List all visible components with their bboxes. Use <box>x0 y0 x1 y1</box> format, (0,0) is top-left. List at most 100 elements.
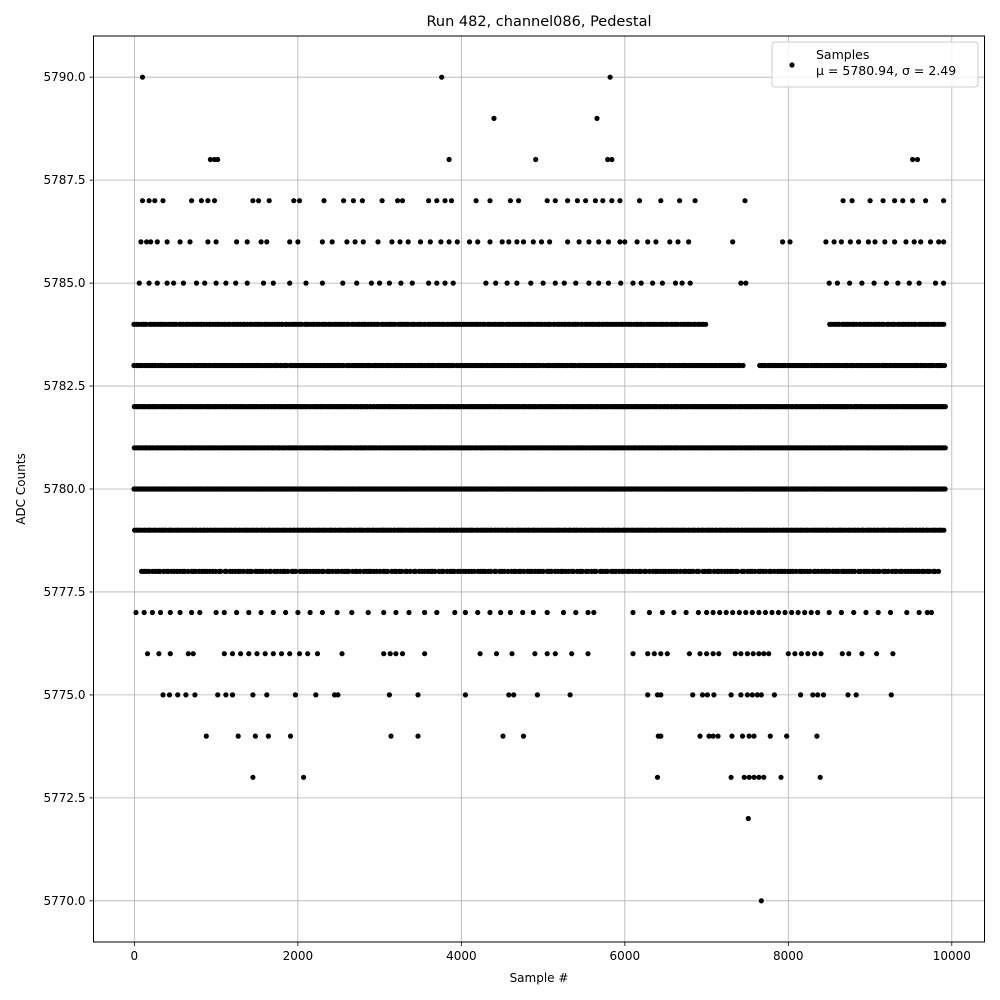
data-point <box>221 609 227 616</box>
data-point <box>192 692 198 698</box>
x-axis-ticks: 0 2000 4000 6000 8000 10000 <box>131 942 971 963</box>
data-point <box>941 321 947 327</box>
data-point <box>213 609 219 616</box>
data-point <box>499 239 505 245</box>
data-point <box>291 198 297 204</box>
data-point <box>339 651 345 657</box>
data-point <box>928 609 935 616</box>
data-point <box>932 280 939 286</box>
data-point <box>446 239 452 245</box>
data-point <box>491 115 497 121</box>
data-point <box>880 198 886 204</box>
y-axis-ticks: 5770.0 5772.5 5775.0 5777.5 5780.0 5782.5 5785… <box>44 70 94 908</box>
data-point <box>258 239 264 245</box>
data-point <box>405 239 411 245</box>
data-point <box>246 651 252 657</box>
data-point <box>916 609 922 616</box>
data-point <box>350 198 356 204</box>
data-point <box>883 280 890 286</box>
data-point <box>305 651 311 657</box>
data-point <box>667 239 673 245</box>
data-point <box>795 609 801 616</box>
data-point <box>605 280 612 286</box>
data-point <box>710 733 716 739</box>
data-point <box>846 651 852 657</box>
data-point <box>434 198 440 204</box>
data-point <box>622 239 628 245</box>
data-point <box>780 239 786 245</box>
data-point <box>565 198 571 204</box>
data-point <box>573 280 579 286</box>
data-point <box>250 774 256 780</box>
data-point <box>190 651 196 657</box>
data-point <box>617 198 623 204</box>
data-point <box>388 733 394 739</box>
data-point <box>742 198 748 204</box>
data-point <box>136 280 142 286</box>
data-point <box>596 239 602 245</box>
data-point <box>845 692 851 698</box>
data-point <box>215 156 221 163</box>
data-point <box>462 609 468 616</box>
data-point <box>728 774 734 780</box>
data-point <box>520 239 527 245</box>
data-point <box>739 733 746 739</box>
data-point <box>167 609 173 616</box>
data-point <box>823 239 829 245</box>
y-axis-label: ADC Counts <box>14 453 28 525</box>
data-point <box>756 774 762 780</box>
x-tick-label: 8000 <box>773 949 804 963</box>
data-point <box>817 774 823 780</box>
data-point <box>528 280 534 286</box>
data-point <box>686 239 692 245</box>
data-point <box>283 609 289 616</box>
data-point <box>638 280 644 286</box>
data-point <box>585 651 591 657</box>
data-point <box>167 651 173 657</box>
data-point <box>892 198 898 204</box>
x-tick-label: 2000 <box>283 949 314 963</box>
data-point <box>743 280 749 286</box>
data-point <box>213 280 219 286</box>
data-point <box>941 198 947 204</box>
data-point <box>871 280 877 286</box>
data-point <box>160 198 166 204</box>
data-point <box>301 774 307 780</box>
data-point <box>321 198 327 204</box>
x-axis-label: Sample # <box>510 971 569 985</box>
data-point <box>658 733 664 739</box>
data-point <box>831 239 837 245</box>
data-point <box>744 692 751 698</box>
data-point <box>766 651 772 657</box>
data-point <box>530 609 536 616</box>
data-point <box>295 609 301 616</box>
data-point <box>811 651 818 657</box>
data-point <box>758 692 764 698</box>
data-point <box>758 898 764 904</box>
data-point <box>826 280 832 286</box>
data-point <box>189 198 195 204</box>
data-point <box>887 609 894 616</box>
data-point <box>815 692 821 698</box>
data-point <box>149 609 155 616</box>
data-point <box>609 198 615 204</box>
data-point <box>189 609 195 616</box>
data-point <box>215 692 221 698</box>
data-point <box>738 692 744 698</box>
data-point <box>360 239 366 245</box>
data-point <box>244 280 250 286</box>
data-point <box>936 239 942 245</box>
data-point <box>250 692 256 698</box>
data-point <box>769 609 775 616</box>
data-point <box>454 239 460 245</box>
data-point <box>935 568 942 575</box>
data-point <box>252 733 258 739</box>
data-point <box>238 651 244 657</box>
data-point <box>506 692 512 698</box>
data-point <box>198 198 204 204</box>
data-point <box>767 733 773 739</box>
data-point <box>487 198 493 204</box>
data-point <box>393 651 399 657</box>
data-point <box>704 651 710 657</box>
data-point <box>659 609 666 616</box>
